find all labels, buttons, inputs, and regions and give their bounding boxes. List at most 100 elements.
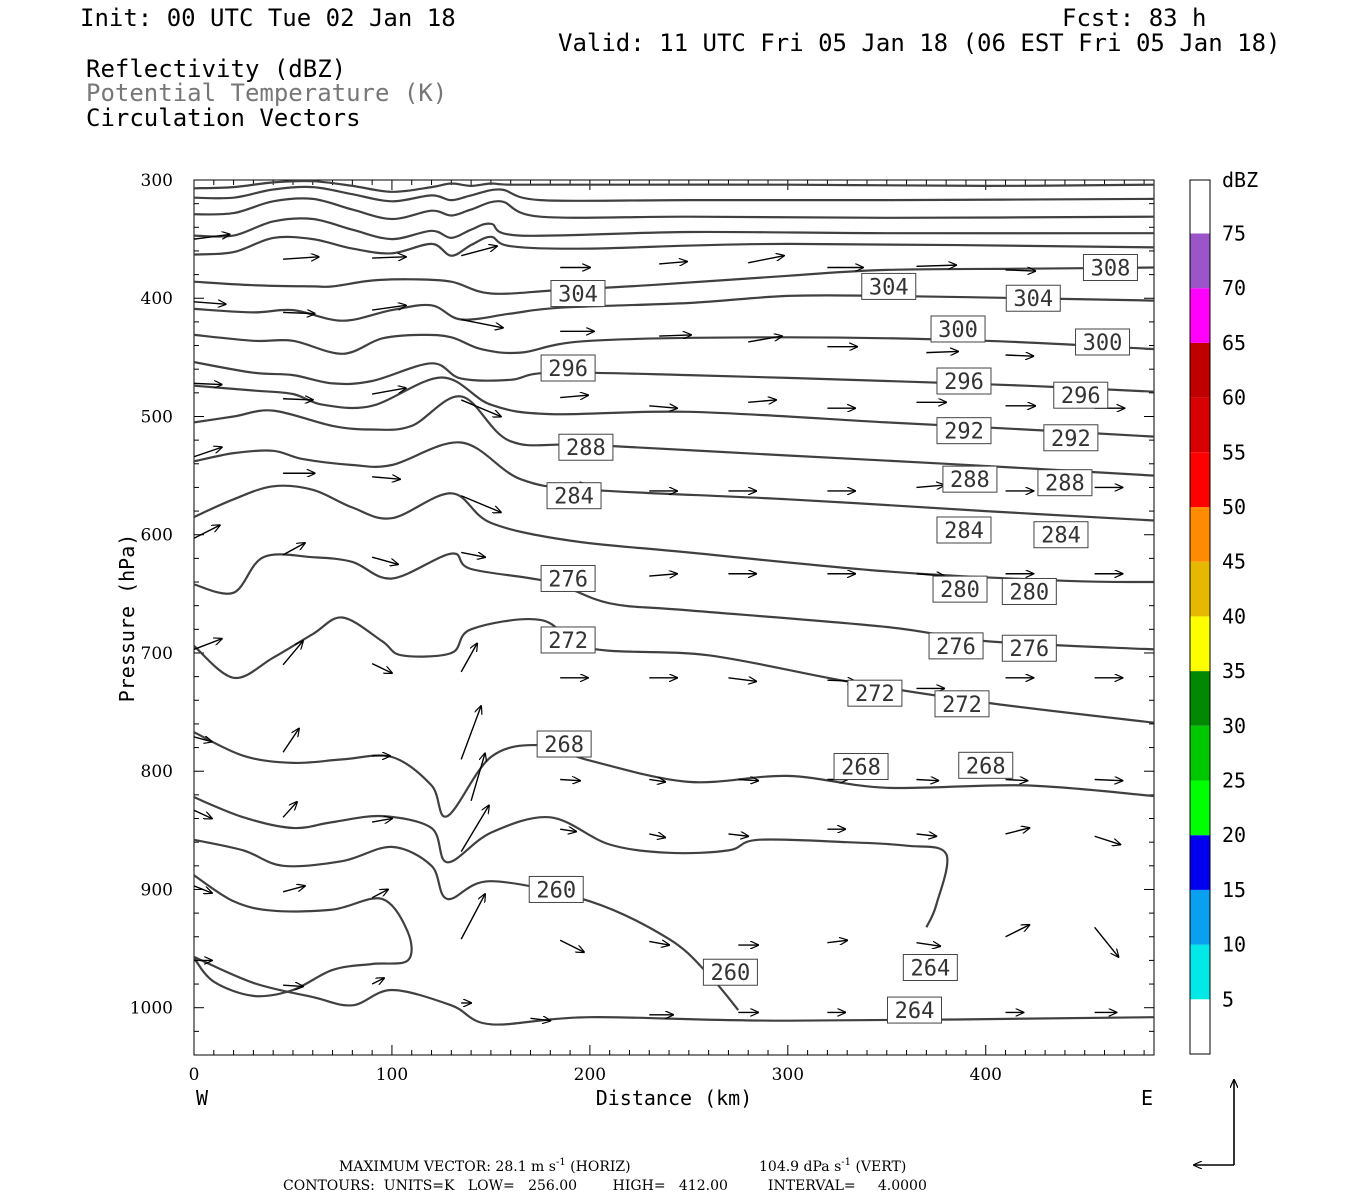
contour-label-box: [1001, 634, 1057, 662]
circulation-vector: [1005, 270, 1036, 271]
circulation-vector: [194, 639, 222, 651]
contour-label-text: 304: [869, 275, 909, 300]
isentrope-line: [194, 180, 1154, 193]
init-time: Init: 00 UTC Tue 02 Jan 18: [80, 4, 456, 32]
colorbar-level-label: 65: [1222, 331, 1246, 355]
axis-ticks: [193, 179, 1154, 1056]
contour-label-box: [540, 354, 596, 382]
circulation-vector: [916, 779, 938, 780]
contour-label: 288: [1037, 469, 1093, 497]
colorbar-swatch: [1190, 561, 1210, 617]
colorbar-level-label: 50: [1222, 495, 1246, 519]
contour-label-text: 268: [841, 755, 881, 780]
circulation-vector: [649, 834, 665, 838]
circulation-vector: [282, 641, 303, 666]
contour-label-box: [1005, 284, 1061, 312]
circulation-vector: [728, 678, 756, 682]
colorbar-swatch: [1190, 889, 1210, 945]
valid-time: Valid: 11 UTC Fri 05 Jan 18 (06 EST Fri …: [558, 29, 1280, 57]
isentrope-line: [194, 874, 413, 998]
x-tick-label: 200: [574, 1065, 606, 1085]
x-tick-labels: 0 100 200 300 400: [189, 1065, 1002, 1085]
contour-label-box: [861, 272, 917, 300]
contour-label: 296: [540, 354, 596, 382]
isentrope-line: [194, 185, 1154, 203]
circulation-vector: [460, 399, 501, 417]
circulation-vector: [916, 485, 944, 487]
contour-label-text: 276: [936, 635, 976, 660]
contour-label-text: 296: [1061, 384, 1101, 409]
circulation-vector: [283, 257, 319, 259]
isentrope-line: [194, 616, 1154, 724]
circulation-vector: [649, 779, 665, 781]
contour-label-text: 292: [944, 420, 984, 445]
contour-label: 292: [936, 417, 992, 445]
contour-label-text: 272: [855, 682, 895, 707]
circulation-vector: [460, 644, 477, 673]
contour-labels: 308 304 304 304 300 300 296 296 296 292 292 288 288 2…: [528, 254, 1138, 1024]
contour-label: 284: [1033, 521, 1089, 549]
colorbar-swatch: [1190, 616, 1210, 672]
contour-label: 284: [546, 482, 602, 510]
y-tick-label: 500: [141, 407, 173, 427]
circulation-vector: [748, 336, 782, 343]
field-reflectivity: Reflectivity (dBZ): [86, 55, 346, 83]
colorbar-swatch: [1190, 397, 1210, 453]
contour-label-text: 300: [1083, 331, 1123, 356]
circulation-vector: [282, 543, 305, 556]
x-axis-label: Distance (km): [596, 1086, 753, 1110]
contour-label-box: [528, 875, 584, 903]
contour-label: 276: [540, 564, 596, 592]
circulation-vector: [282, 729, 299, 753]
circulation-vector: [470, 753, 485, 801]
contour-label: 300: [930, 315, 986, 343]
circulation-vector: [372, 477, 400, 479]
contour-label-box: [536, 730, 592, 758]
contour-label-text: 284: [554, 485, 594, 510]
y-tick-label: 800: [141, 762, 173, 782]
circulation-vector: [649, 941, 669, 945]
contour-label-box: [958, 751, 1014, 779]
contour-label-text: 268: [966, 754, 1006, 779]
field-potential-temperature: Potential Temperature (K): [86, 79, 447, 107]
contour-label-box: [902, 954, 958, 981]
circulation-vector: [728, 834, 748, 836]
x-axis-east-label: E: [1141, 1086, 1153, 1110]
contour-label-text: 260: [711, 961, 751, 986]
vector-scale-legend: [1194, 1080, 1234, 1165]
contour-label-text: 300: [938, 318, 978, 343]
colorbar-swatch: [1190, 725, 1210, 781]
reflectivity-colorbar: 5 10 15 20 25 30 35 40 45 50 55 60 65 70 75: [1189, 179, 1246, 1055]
colorbar-unit: dBZ: [1222, 168, 1258, 192]
contour-label-box: [546, 482, 602, 510]
contour-label-box: [936, 367, 992, 395]
colorbar-level-label: 35: [1222, 659, 1246, 683]
contour-label: 280: [1001, 577, 1057, 605]
contour-label-box: [1033, 521, 1089, 549]
contour-label: 268: [958, 751, 1014, 779]
contour-label-text: 276: [1009, 637, 1049, 662]
contour-label-box: [936, 516, 992, 544]
colorbar-swatch: [1190, 288, 1210, 343]
footer-contour-info: CONTOURS: UNITS=K LOW= 256.00 HIGH= 412.…: [283, 1178, 927, 1194]
contour-label-text: 288: [1045, 472, 1085, 497]
circulation-vector: [372, 819, 392, 823]
contour-label-text: 264: [895, 999, 935, 1024]
x-tick-label: 400: [970, 1065, 1002, 1085]
circulation-vector: [194, 885, 212, 893]
isentrope-line: [194, 838, 740, 1011]
contour-label-text: 276: [548, 567, 588, 592]
field-circulation-vectors: Circulation Vectors: [86, 104, 361, 132]
contour-label: 288: [942, 465, 998, 493]
contour-label-box: [550, 280, 606, 308]
contour-label-text: 268: [544, 733, 584, 758]
circulation-vector: [283, 985, 303, 986]
contour-label: 276: [1001, 634, 1057, 662]
circulation-vector: [194, 447, 222, 458]
contour-label-text: 272: [942, 693, 982, 718]
isentrope-line: [194, 217, 1154, 241]
contour-label-text: 288: [566, 436, 606, 461]
circulation-vector: [926, 351, 958, 352]
isentrope-line: [194, 955, 1154, 1026]
contour-label: 284: [936, 516, 992, 544]
